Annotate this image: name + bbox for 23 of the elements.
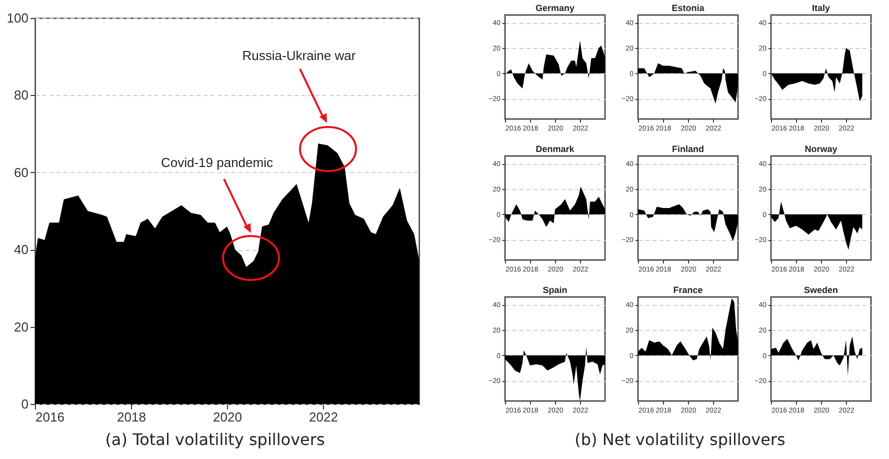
chart-title: Spain <box>542 285 568 295</box>
chart-title: Sweden <box>804 285 838 295</box>
chart-title: Estonia <box>672 3 706 13</box>
chart-title: Denmark <box>536 144 576 154</box>
chart-title: Finland <box>672 144 704 154</box>
x-tick-label: 2016 <box>36 410 64 424</box>
text: (b) Net volatility spillovers <box>574 430 786 449</box>
chart-title: Italy <box>812 3 830 13</box>
y-tick-label: 0 <box>21 396 28 412</box>
annotation: Covid-19 pandemic <box>160 155 274 170</box>
chart-title: France <box>673 285 703 295</box>
chart-title: Norway <box>804 144 838 154</box>
text: (a) Total volatility spillovers <box>104 430 326 449</box>
x-tick-label: 2018 <box>117 410 146 424</box>
y-tick-label: 20 <box>14 319 28 334</box>
chart-title: Germany <box>535 3 575 13</box>
x-tick-label: 2022 <box>309 410 338 424</box>
y-tick-label: 60 <box>14 164 28 180</box>
x-tick-label: 2020 <box>213 410 242 424</box>
y-tick-label: 80 <box>14 88 28 103</box>
y-tick-label: 100 <box>6 10 28 26</box>
annotation: Russia-Ukraine war <box>242 48 356 63</box>
y-tick-label: 40 <box>14 242 28 258</box>
